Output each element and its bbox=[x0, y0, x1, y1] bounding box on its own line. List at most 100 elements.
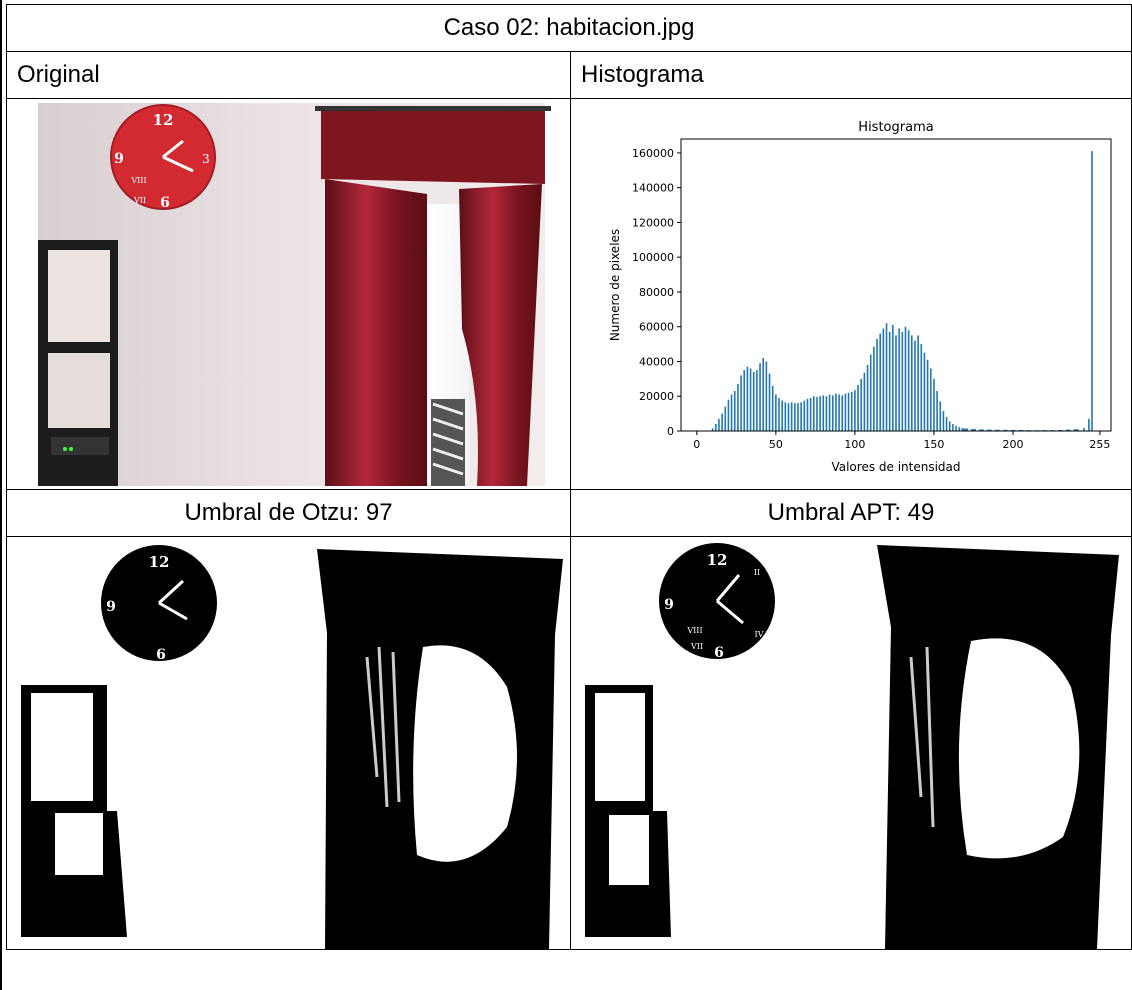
histogram-bar bbox=[914, 340, 916, 431]
histogram-bar bbox=[825, 396, 828, 431]
apt-image-cell: 12 9 6 VIII VII II IV bbox=[570, 536, 1132, 950]
y-tick-label: 80000 bbox=[639, 286, 674, 299]
otsu-image-cell: 12 9 6 bbox=[6, 536, 571, 950]
clock: 12 9 6 3 VIII VII bbox=[110, 104, 216, 211]
histogram-bar bbox=[844, 393, 847, 431]
histogram-header: Histograma bbox=[570, 51, 1132, 99]
histogram-bar bbox=[847, 392, 850, 431]
histogram-bar bbox=[923, 352, 926, 431]
histogram-bar bbox=[952, 424, 954, 431]
histogram-bar bbox=[945, 417, 948, 431]
original-header: Original bbox=[6, 51, 571, 99]
histogram-bar bbox=[778, 397, 780, 431]
histogram-bar bbox=[787, 403, 790, 431]
histogram-chart: Histograma Valores de intensidad Numero … bbox=[608, 120, 1112, 474]
histogram-bar bbox=[730, 394, 733, 431]
table-title: Caso 02: habitacion.jpg bbox=[6, 4, 1132, 52]
histogram-bar bbox=[803, 400, 806, 431]
histogram-bar bbox=[835, 393, 837, 431]
otsu-label: Umbral de Otzu: 97 bbox=[6, 489, 571, 537]
histogram-bar bbox=[978, 429, 984, 431]
otsu-clock-6: 6 bbox=[156, 647, 166, 663]
histogram-bar bbox=[828, 394, 831, 431]
y-tick-label: 160000 bbox=[632, 147, 674, 160]
histogram-bar bbox=[901, 331, 904, 431]
original-photo: 12 9 6 3 VIII VII bbox=[38, 103, 551, 486]
histogram-bar bbox=[920, 344, 923, 431]
histogram-bar bbox=[994, 429, 1000, 431]
histogram-bar bbox=[1057, 429, 1063, 431]
histogram-bar bbox=[790, 402, 793, 431]
histogram-bar bbox=[806, 398, 809, 431]
x-tick-label: 100 bbox=[844, 438, 865, 451]
histogram-bar bbox=[898, 328, 900, 431]
histogram-cell: Histograma Valores de intensidad Numero … bbox=[570, 98, 1132, 490]
histogram-bar bbox=[721, 413, 723, 431]
histogram-bar bbox=[1073, 429, 1079, 431]
histogram-bar bbox=[775, 394, 777, 431]
histogram-bar bbox=[929, 368, 932, 431]
histogram-bar bbox=[841, 395, 844, 431]
otsu-clock-12: 12 bbox=[149, 553, 170, 571]
histogram-bar bbox=[926, 359, 929, 431]
histogram-bar bbox=[866, 364, 869, 431]
x-tick-label: 150 bbox=[923, 438, 944, 451]
histogram-bar bbox=[727, 399, 730, 431]
original-image-cell: 12 9 6 3 VIII VII bbox=[6, 98, 571, 490]
histogram-bar bbox=[933, 378, 935, 431]
histogram-bar bbox=[794, 403, 796, 431]
histogram-bar bbox=[740, 375, 742, 431]
clock-numeral-6: 6 bbox=[160, 195, 170, 211]
histogram-bar bbox=[892, 324, 894, 431]
apt-clock-viii: VIII bbox=[686, 626, 702, 635]
histogram-bar bbox=[1002, 429, 1008, 431]
histogram-bar bbox=[895, 335, 897, 431]
histogram-bar bbox=[759, 363, 761, 431]
histogram-bar bbox=[831, 395, 834, 431]
histogram-bar bbox=[733, 391, 736, 431]
otsu-clock: 12 9 6 bbox=[101, 545, 217, 663]
histogram-bar bbox=[882, 328, 885, 431]
y-tick-label: 140000 bbox=[632, 182, 674, 195]
histogram-bar bbox=[970, 429, 976, 431]
y-tick-label: 20000 bbox=[639, 390, 674, 403]
histogram-title: Histograma bbox=[858, 120, 933, 135]
curtain bbox=[315, 106, 551, 486]
histogram-bar bbox=[746, 366, 749, 431]
histogram-bar bbox=[907, 330, 910, 431]
histogram-bar bbox=[711, 428, 714, 431]
apt-clock-6: 6 bbox=[714, 645, 724, 661]
histogram-bar bbox=[955, 425, 957, 431]
histogram-bar bbox=[819, 396, 821, 431]
histogram-bar bbox=[986, 429, 992, 431]
otsu-binary-image: 12 9 6 bbox=[7, 537, 567, 949]
x-tick-label: 255 bbox=[1089, 438, 1110, 451]
histogram-bar bbox=[963, 428, 969, 431]
y-tick-label: 100000 bbox=[632, 251, 674, 264]
apt-clock-vii: VII bbox=[690, 642, 703, 651]
y-tick-label: 60000 bbox=[639, 321, 674, 334]
histogram-bar bbox=[756, 370, 758, 431]
histogram-bar bbox=[885, 323, 888, 431]
apt-binary-image: 12 9 6 VIII VII II IV bbox=[571, 537, 1131, 949]
otsu-clock-9: 9 bbox=[106, 599, 116, 615]
histogram-bar bbox=[809, 397, 812, 431]
apt-label: Umbral APT: 49 bbox=[570, 489, 1132, 537]
histogram-bar bbox=[1083, 427, 1085, 431]
histogram-bar bbox=[816, 397, 818, 431]
apt-clock: 12 9 6 VIII VII II IV bbox=[659, 543, 775, 661]
histogram-bar bbox=[1088, 418, 1090, 431]
histogram-bar bbox=[800, 402, 802, 431]
histogram-bar bbox=[850, 391, 853, 431]
clock-numeral-vii: VII bbox=[133, 196, 146, 205]
clock-numeral-viii: VIII bbox=[130, 176, 146, 185]
histogram-bar bbox=[888, 331, 891, 431]
histogram-bar bbox=[838, 394, 840, 431]
histogram-frame bbox=[680, 138, 1112, 432]
histogram-bar bbox=[958, 427, 961, 431]
histogram-bar bbox=[771, 385, 774, 431]
histogram-bar bbox=[961, 428, 964, 431]
apt-clock-9: 9 bbox=[664, 597, 674, 613]
histogram-bar bbox=[917, 335, 919, 431]
